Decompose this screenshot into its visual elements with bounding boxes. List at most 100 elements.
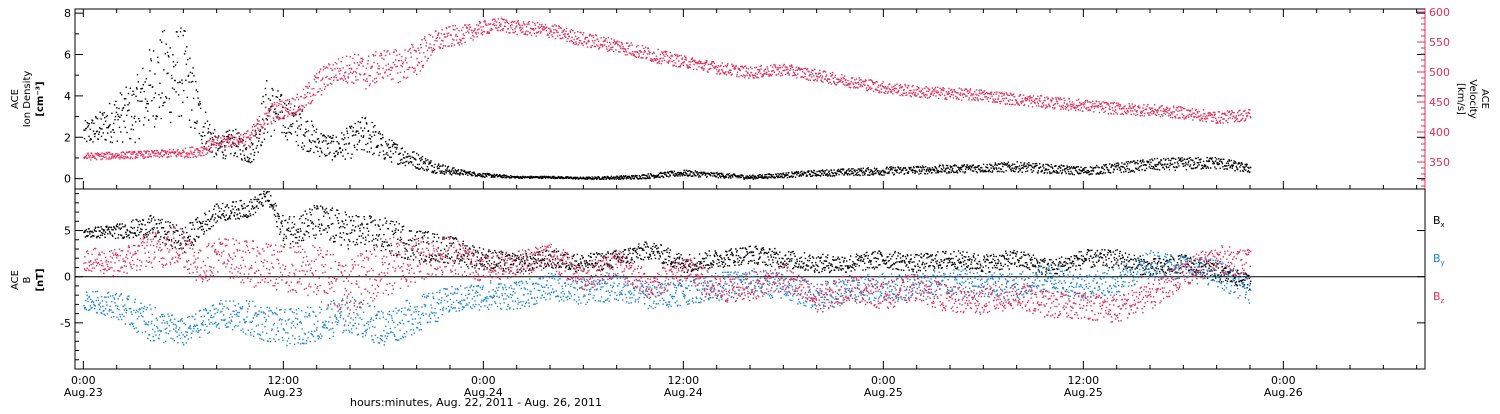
data-point	[992, 170, 993, 171]
data-point	[956, 97, 957, 98]
data-point	[647, 53, 648, 54]
data-point	[1152, 168, 1153, 169]
data-point	[930, 169, 931, 170]
data-point	[606, 46, 607, 47]
data-point	[426, 169, 427, 170]
data-point	[850, 83, 851, 84]
data-point	[919, 171, 920, 172]
data-point	[586, 42, 587, 43]
data-point	[273, 118, 274, 119]
data-point	[362, 61, 363, 62]
data-point	[327, 148, 328, 149]
data-point	[613, 176, 614, 177]
data-point	[324, 154, 325, 155]
data-point	[458, 169, 459, 170]
data-point	[658, 174, 659, 175]
data-point	[141, 101, 142, 102]
data-point	[395, 151, 396, 152]
data-point	[108, 152, 109, 153]
data-point	[779, 65, 780, 66]
data-point	[276, 102, 277, 103]
data-point	[908, 173, 909, 174]
data-point	[702, 173, 703, 174]
data-point	[860, 168, 861, 169]
data-point	[369, 83, 370, 84]
data-point	[382, 68, 383, 69]
data-point	[245, 133, 246, 134]
data-point	[719, 173, 720, 174]
data-point	[1228, 165, 1229, 166]
data-point	[922, 88, 923, 89]
data-point	[1101, 166, 1102, 167]
data-point	[480, 22, 481, 23]
data-point	[610, 44, 611, 45]
data-point	[375, 131, 376, 132]
data-point	[170, 47, 171, 48]
data-point	[565, 33, 566, 34]
data-point	[1120, 105, 1121, 106]
data-point	[121, 115, 122, 116]
data-point	[205, 143, 206, 144]
data-point	[822, 76, 823, 77]
data-point	[801, 76, 802, 77]
data-point	[925, 97, 926, 98]
data-point	[768, 71, 769, 72]
data-point	[368, 130, 369, 131]
data-point	[256, 137, 257, 138]
data-point	[290, 124, 291, 125]
data-point	[999, 171, 1000, 172]
data-point	[556, 25, 557, 26]
data-point	[203, 155, 204, 156]
data-point	[282, 106, 283, 107]
data-point	[1249, 171, 1250, 172]
data-point	[1156, 110, 1157, 111]
data-point	[875, 172, 876, 173]
data-point	[580, 32, 581, 33]
data-point	[439, 166, 440, 167]
data-point	[144, 117, 145, 118]
data-point	[296, 97, 297, 98]
data-point	[333, 64, 334, 65]
data-point	[321, 94, 322, 95]
data-point	[781, 175, 782, 176]
data-point	[625, 54, 626, 55]
data-point	[1154, 111, 1155, 112]
data-point	[1007, 103, 1008, 104]
data-point	[638, 53, 639, 54]
data-point	[314, 130, 315, 131]
data-point	[816, 174, 817, 175]
data-point	[1201, 168, 1202, 169]
data-point	[851, 81, 852, 82]
data-point	[688, 68, 689, 69]
data-point	[323, 66, 324, 67]
data-point	[1066, 107, 1067, 108]
data-point	[777, 67, 778, 68]
data-point	[1164, 163, 1165, 164]
data-point	[170, 155, 171, 156]
data-point	[115, 116, 116, 117]
data-point	[921, 169, 922, 170]
data-point	[1136, 110, 1137, 111]
data-point	[328, 143, 329, 144]
data-point	[162, 156, 163, 157]
data-point	[798, 171, 799, 172]
data-point	[150, 84, 151, 85]
data-point	[301, 96, 302, 97]
data-point	[853, 84, 854, 85]
data-point	[148, 151, 149, 152]
data-point	[846, 172, 847, 173]
data-point	[1069, 101, 1070, 102]
data-point	[574, 32, 575, 33]
data-point	[1011, 104, 1012, 105]
data-point	[956, 170, 957, 171]
data-point	[802, 71, 803, 72]
data-point	[925, 94, 926, 95]
data-point	[421, 157, 422, 158]
data-point	[264, 123, 265, 124]
data-point	[407, 153, 408, 154]
data-point	[610, 47, 611, 48]
data-point	[227, 139, 228, 140]
data-point	[633, 175, 634, 176]
data-point	[100, 159, 101, 160]
data-point	[240, 149, 241, 150]
